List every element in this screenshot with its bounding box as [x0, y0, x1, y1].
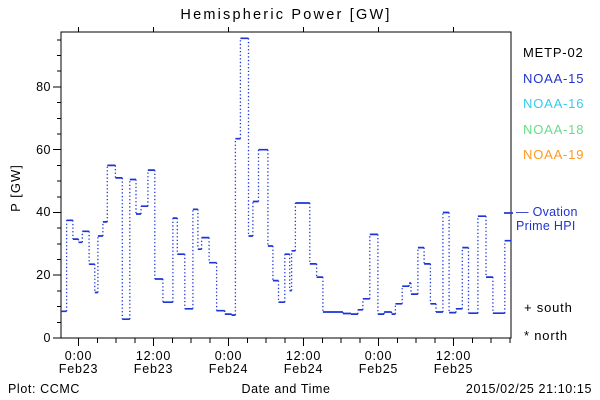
- y-tick-label: 40: [36, 205, 51, 220]
- ovation-prime-hpi-legend: — Ovation Prime HPI: [516, 205, 578, 233]
- x-tick-label: 12:00 Feb23: [133, 349, 174, 376]
- x-tick-label: 0:00 Feb24: [208, 349, 249, 376]
- y-tick-label: 20: [36, 268, 51, 283]
- legend-satellite-noaa-19: NOAA-19: [523, 147, 585, 162]
- x-tick-label: 12:00 Feb25: [433, 349, 474, 376]
- plot-source-label: Plot: CCMC: [8, 382, 80, 396]
- legend-marker-north: * north: [524, 328, 568, 343]
- x-axis-title: Date and Time: [241, 382, 331, 396]
- plot-frame: [60, 31, 512, 339]
- legend-satellite-metp-02: METP-02: [523, 45, 584, 60]
- x-tick-label: 12:00 Feb24: [283, 349, 324, 376]
- y-tick-label: 60: [36, 142, 51, 157]
- chart-title: Hemispheric Power [GW]: [180, 7, 392, 23]
- x-tick-label: 0:00 Feb23: [58, 349, 99, 376]
- x-tick-label: 0:00 Feb25: [358, 349, 399, 376]
- hpi-step-connectors: [65, 38, 506, 320]
- legend-marker-south: + south: [524, 300, 573, 315]
- y-tick-label: 80: [36, 79, 51, 94]
- legend-satellite-noaa-16: NOAA-16: [523, 96, 585, 111]
- legend-satellite-noaa-18: NOAA-18: [523, 121, 585, 137]
- axis-ticks: [53, 27, 511, 346]
- hpi-step-line: [61, 37, 511, 321]
- legend-satellite-noaa-15: NOAA-15: [523, 70, 585, 86]
- plot-timestamp: 2015/02/25 21:10:15: [465, 382, 592, 396]
- y-tick-label: 0: [43, 331, 51, 345]
